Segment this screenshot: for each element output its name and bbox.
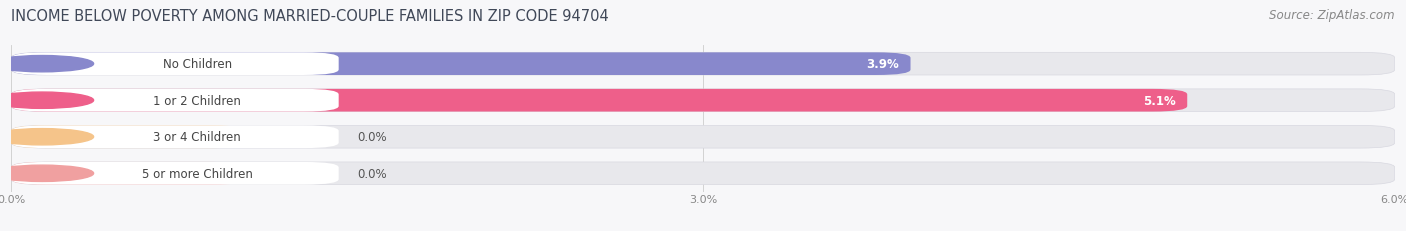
- Text: 3 or 4 Children: 3 or 4 Children: [153, 131, 242, 144]
- FancyBboxPatch shape: [11, 126, 339, 149]
- Text: 3.9%: 3.9%: [866, 58, 898, 71]
- Circle shape: [0, 165, 94, 182]
- Text: 5.1%: 5.1%: [1143, 94, 1175, 107]
- Text: INCOME BELOW POVERTY AMONG MARRIED-COUPLE FAMILIES IN ZIP CODE 94704: INCOME BELOW POVERTY AMONG MARRIED-COUPL…: [11, 9, 609, 24]
- Text: 0.0%: 0.0%: [357, 131, 387, 144]
- Text: Source: ZipAtlas.com: Source: ZipAtlas.com: [1270, 9, 1395, 22]
- FancyBboxPatch shape: [11, 89, 1187, 112]
- Text: 0.0%: 0.0%: [357, 167, 387, 180]
- FancyBboxPatch shape: [11, 162, 339, 185]
- FancyBboxPatch shape: [11, 162, 1395, 185]
- FancyBboxPatch shape: [11, 89, 1395, 112]
- Text: 1 or 2 Children: 1 or 2 Children: [153, 94, 242, 107]
- FancyBboxPatch shape: [11, 53, 339, 76]
- Circle shape: [0, 129, 94, 145]
- FancyBboxPatch shape: [11, 162, 247, 185]
- Circle shape: [0, 56, 94, 73]
- FancyBboxPatch shape: [11, 53, 1395, 76]
- FancyBboxPatch shape: [11, 89, 339, 112]
- Circle shape: [0, 93, 94, 109]
- FancyBboxPatch shape: [11, 126, 1395, 149]
- FancyBboxPatch shape: [11, 126, 247, 149]
- Text: No Children: No Children: [163, 58, 232, 71]
- Text: 5 or more Children: 5 or more Children: [142, 167, 253, 180]
- FancyBboxPatch shape: [11, 53, 911, 76]
